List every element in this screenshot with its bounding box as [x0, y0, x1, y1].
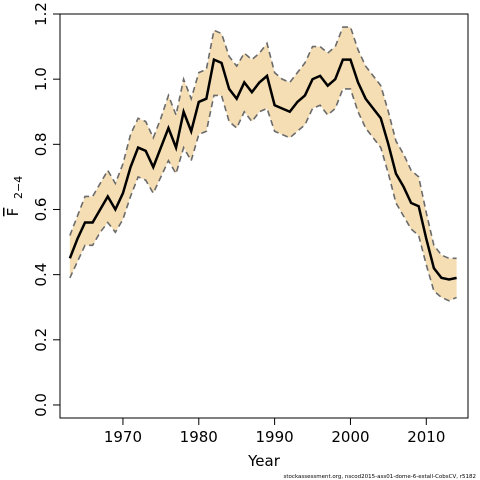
x-tick-label: 1970 [104, 428, 142, 446]
x-axis-label: Year [247, 452, 281, 470]
y-tick-label: 1.0 [32, 67, 50, 91]
lower-bound [69, 88, 457, 302]
x-tick-label: 2010 [407, 428, 445, 446]
upper-bound [69, 26, 457, 260]
x-tick-label: 1990 [256, 428, 294, 446]
y-tick-label: 0.6 [32, 198, 50, 222]
confidence-band [69, 27, 457, 301]
plot-frame [59, 13, 469, 419]
y-tick-label: 0.4 [32, 263, 50, 287]
estimate-line [68, 57, 457, 281]
y-tick-label: 0.2 [32, 328, 50, 352]
x-tick-label: 2000 [331, 428, 369, 446]
caption: stockassessment.org, nscod2015-ass01-dom… [284, 474, 476, 480]
y-tick-label: 0.0 [32, 393, 50, 417]
y-axis-label-subscript: 2−4 [12, 176, 25, 199]
y-axis-label: F [4, 208, 22, 217]
y-tick-label: 1.2 [32, 2, 50, 26]
x-tick-label: 1980 [180, 428, 218, 446]
y-tick-label: 0.8 [32, 132, 50, 156]
